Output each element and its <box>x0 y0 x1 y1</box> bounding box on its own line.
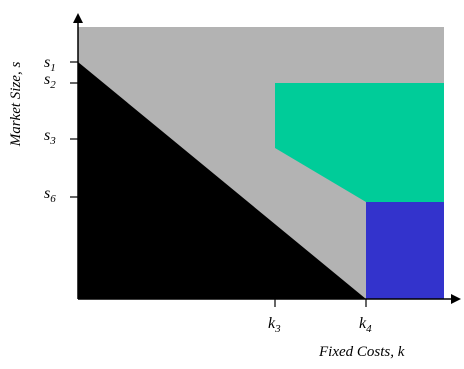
y-tick-label-s3: s3 <box>44 127 56 147</box>
y-tick-label-s2: s2 <box>44 71 56 91</box>
green-region <box>275 83 444 202</box>
x-axis-title: Fixed Costs, k <box>318 344 405 360</box>
y-axis-title: Market Size, s <box>8 62 24 148</box>
black-region <box>78 62 366 299</box>
y-tick-label-s6: s6 <box>44 185 56 205</box>
blue-region <box>366 202 444 299</box>
y-tick-label-s1: s1 <box>44 54 56 74</box>
x-tick-label-k4: k4 <box>359 315 372 335</box>
x-tick-label-k3: k3 <box>268 315 281 335</box>
